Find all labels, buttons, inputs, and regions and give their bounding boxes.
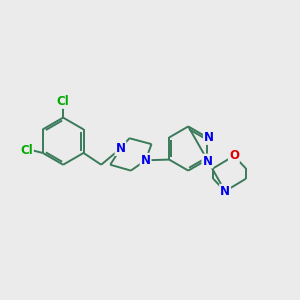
Text: Cl: Cl: [20, 143, 33, 157]
Text: N: N: [116, 142, 126, 155]
Text: N: N: [141, 154, 151, 167]
Text: Cl: Cl: [57, 95, 70, 108]
Text: O: O: [229, 149, 239, 162]
Text: N: N: [202, 154, 212, 167]
Text: N: N: [220, 185, 230, 198]
Text: N: N: [204, 131, 214, 144]
